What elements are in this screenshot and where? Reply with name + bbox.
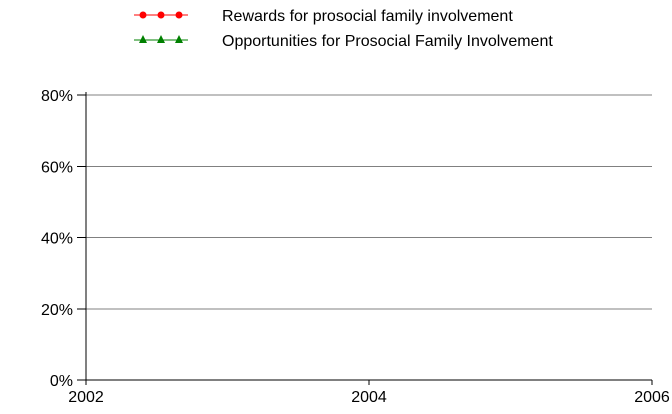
x-axis-tick-labels: 2002 2004 2006 <box>68 389 670 406</box>
x-tick-label: 2004 <box>351 389 387 406</box>
chart-legend: Rewards for prosocial family involvement… <box>134 8 553 50</box>
grid-lines <box>86 94 652 310</box>
y-tick-label: 60% <box>41 159 73 176</box>
legend-marker-rewards <box>157 11 165 19</box>
y-tick-label: 40% <box>41 231 73 248</box>
legend-marker-rewards <box>175 11 183 19</box>
legend-marker-rewards <box>139 11 147 19</box>
legend-item-rewards: Rewards for prosocial family involvement <box>134 8 513 25</box>
x-tick-label: 2002 <box>68 389 104 406</box>
legend-marker-opportunities <box>139 35 147 43</box>
y-tick-label: 0% <box>50 373 73 390</box>
y-tick-label: 20% <box>41 302 73 319</box>
legend-item-opportunities: Opportunities for Prosocial Family Invol… <box>134 33 553 50</box>
x-tick-label: 2006 <box>634 389 670 406</box>
y-tick-label: 80% <box>41 88 73 105</box>
legend-label-opportunities: Opportunities for Prosocial Family Invol… <box>222 33 553 50</box>
y-axis-tick-labels: 0% 20% 40% 60% 80% <box>41 88 73 390</box>
axes <box>77 92 653 385</box>
legend-label-rewards: Rewards for prosocial family involvement <box>222 8 513 25</box>
legend-marker-opportunities <box>175 35 183 43</box>
legend-marker-opportunities <box>157 35 165 43</box>
